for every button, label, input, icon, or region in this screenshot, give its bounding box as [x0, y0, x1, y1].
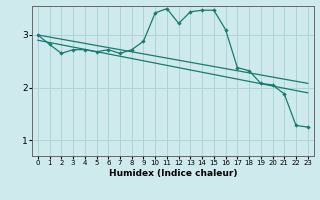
X-axis label: Humidex (Indice chaleur): Humidex (Indice chaleur): [108, 169, 237, 178]
